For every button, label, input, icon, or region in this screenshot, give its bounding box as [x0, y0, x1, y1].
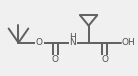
- Text: N: N: [69, 38, 76, 47]
- Text: O: O: [36, 38, 43, 47]
- Text: OH: OH: [121, 38, 135, 47]
- Text: O: O: [52, 55, 59, 64]
- Text: H: H: [69, 33, 76, 42]
- Text: O: O: [101, 55, 108, 64]
